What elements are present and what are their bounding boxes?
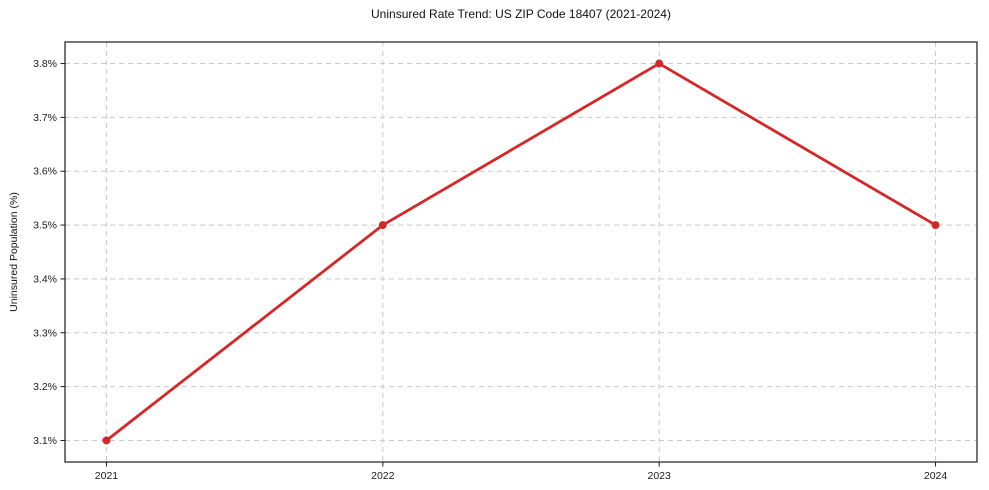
x-tick-label: 2021 [95,470,119,482]
y-tick-label: 3.8% [33,58,57,70]
y-tick-label: 3.4% [33,273,57,285]
y-tick-label: 3.7% [33,112,57,124]
y-tick-label: 3.6% [33,166,57,178]
y-tick-label: 3.2% [33,381,57,393]
data-point [102,436,111,445]
data-point [655,59,664,68]
x-tick-label: 2023 [648,470,672,482]
x-tick-label: 2024 [924,470,948,482]
x-tick-label: 2022 [371,470,395,482]
y-tick-label: 3.5% [33,220,57,232]
data-point [378,221,387,230]
chart-title: Uninsured Rate Trend: US ZIP Code 18407 … [371,7,671,21]
plot-border [64,41,978,463]
y-tick-label: 3.3% [33,327,57,339]
y-tick-label: 3.1% [33,435,57,447]
data-point [931,221,940,230]
trend-line [105,62,937,442]
